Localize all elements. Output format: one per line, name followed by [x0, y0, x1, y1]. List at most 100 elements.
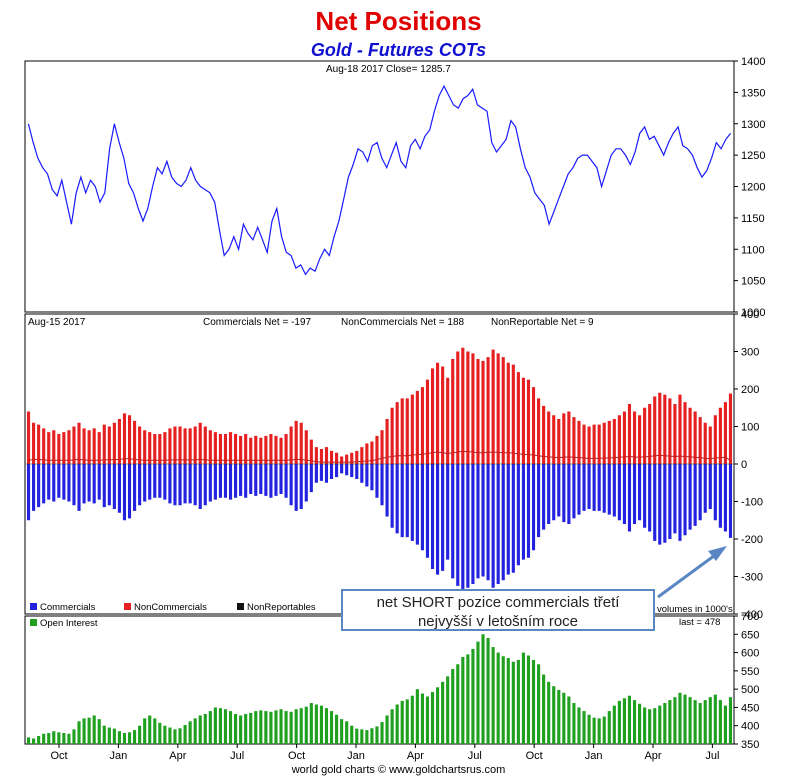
commercials-bar	[688, 464, 692, 530]
noncommercials-bar	[466, 351, 470, 464]
noncommercials-bar	[26, 411, 31, 464]
noncommercials-bar	[360, 447, 364, 464]
open-interest-bar	[718, 700, 722, 744]
open-interest-bar	[223, 709, 228, 744]
commercials-bar	[446, 464, 450, 560]
commercials-bar	[244, 464, 248, 498]
noncommercials-bar	[420, 387, 424, 464]
commercials-bar	[102, 464, 106, 508]
open-interest-bar	[122, 733, 127, 744]
commercials-bar	[501, 464, 505, 581]
commercials-bar	[395, 464, 399, 534]
open-interest-bar	[683, 694, 687, 744]
noncommercials-bar	[683, 402, 687, 464]
noncommercials-bar	[531, 387, 536, 464]
x-tick-label: Apr	[169, 750, 186, 762]
commercials-bar	[324, 464, 329, 483]
commercials-bar	[234, 464, 238, 498]
noncommercials-bar	[77, 422, 81, 464]
commercials-bar	[592, 464, 596, 511]
open-interest-bar	[183, 724, 187, 744]
open-interest-bar	[728, 697, 733, 744]
noncommercials-bar	[405, 398, 409, 464]
price-ytick-label: 1300	[741, 119, 765, 131]
open-interest-bar	[244, 714, 248, 744]
noncommercials-bar	[506, 362, 510, 464]
commercials-bar	[648, 464, 652, 532]
noncommercials-bar	[370, 441, 374, 464]
noncommercials-bar	[153, 434, 157, 464]
net-ytick-label: -400	[741, 609, 763, 621]
noncommercials-bar	[365, 443, 369, 464]
noncommercials-net-label: NonCommercials Net = 188	[341, 317, 465, 328]
commercials-bar	[375, 464, 379, 498]
noncommercials-bar	[567, 411, 571, 464]
noncommercials-bar	[82, 428, 86, 464]
commercials-bar	[259, 464, 263, 494]
noncommercials-bar	[521, 377, 525, 464]
open-interest-bar	[415, 689, 419, 744]
noncommercials-bar	[294, 420, 298, 464]
noncommercials-bar	[653, 396, 657, 464]
x-tick-label: Jul	[230, 750, 244, 762]
open-interest-bar	[198, 715, 202, 744]
noncommercials-bar	[728, 393, 733, 464]
commercials-bar	[168, 464, 172, 504]
open-interest-bar	[254, 711, 258, 744]
open-interest-bar	[658, 705, 662, 744]
open-interest-bar	[178, 728, 182, 744]
open-interest-bar	[304, 706, 308, 744]
noncommercials-bar	[375, 435, 379, 464]
noncommercials-bar	[138, 426, 142, 464]
noncommercials-bar	[602, 422, 606, 464]
noncommercials-bar	[577, 420, 581, 464]
commercials-bar	[223, 464, 228, 498]
open-interest-bar	[82, 718, 86, 744]
noncommercials-bar	[92, 428, 96, 464]
noncommercials-bar	[627, 404, 632, 464]
noncommercials-bar	[345, 454, 349, 464]
open-interest-bar	[284, 711, 288, 744]
commercials-bar	[203, 464, 207, 506]
net-ytick-label: -200	[741, 534, 763, 546]
x-tick-label: Oct	[526, 750, 543, 762]
open-interest-bar	[370, 728, 374, 744]
noncommercials-bar	[612, 419, 616, 464]
chart-title: Net Positions	[315, 6, 482, 36]
noncommercials-bar	[632, 411, 637, 464]
commercials-bar	[92, 464, 96, 504]
open-interest-bar	[264, 711, 268, 744]
open-interest-bar	[218, 708, 222, 744]
commercials-bar	[37, 464, 41, 508]
open-interest-bar	[360, 729, 364, 744]
net-ytick-label: 300	[741, 347, 759, 359]
commercials-bar	[612, 464, 616, 517]
commercials-bar	[466, 464, 470, 588]
open-interest-bar	[329, 711, 334, 744]
open-interest-bar	[72, 729, 76, 744]
commercials-bar	[622, 464, 626, 524]
x-tick-label: Oct	[288, 750, 305, 762]
open-interest-bar	[163, 725, 167, 744]
open-interest-bar	[582, 711, 586, 744]
noncommercials-bar	[668, 398, 672, 464]
x-tick-label: Apr	[644, 750, 661, 762]
noncommercials-bar	[698, 417, 702, 464]
oi-ytick-label: 600	[741, 648, 759, 660]
noncommercials-bar	[117, 419, 121, 464]
commercials-bar	[370, 464, 374, 491]
commercials-bar	[122, 464, 127, 521]
noncommercials-bar	[234, 434, 238, 464]
open-interest-bar	[208, 711, 212, 744]
noncommercials-bar	[425, 379, 430, 464]
commercials-bar	[183, 464, 187, 504]
open-interest-bar	[436, 687, 440, 744]
commercials-bar	[713, 464, 717, 521]
commercials-bar	[547, 464, 551, 524]
commercials-bar	[496, 464, 500, 584]
net-ytick-label: 200	[741, 384, 759, 396]
noncommercials-bar	[390, 407, 394, 464]
open-interest-bar	[622, 698, 626, 744]
open-interest-bar	[592, 717, 596, 744]
annotation-line-1: net SHORT pozice commercials třetí	[376, 594, 620, 611]
